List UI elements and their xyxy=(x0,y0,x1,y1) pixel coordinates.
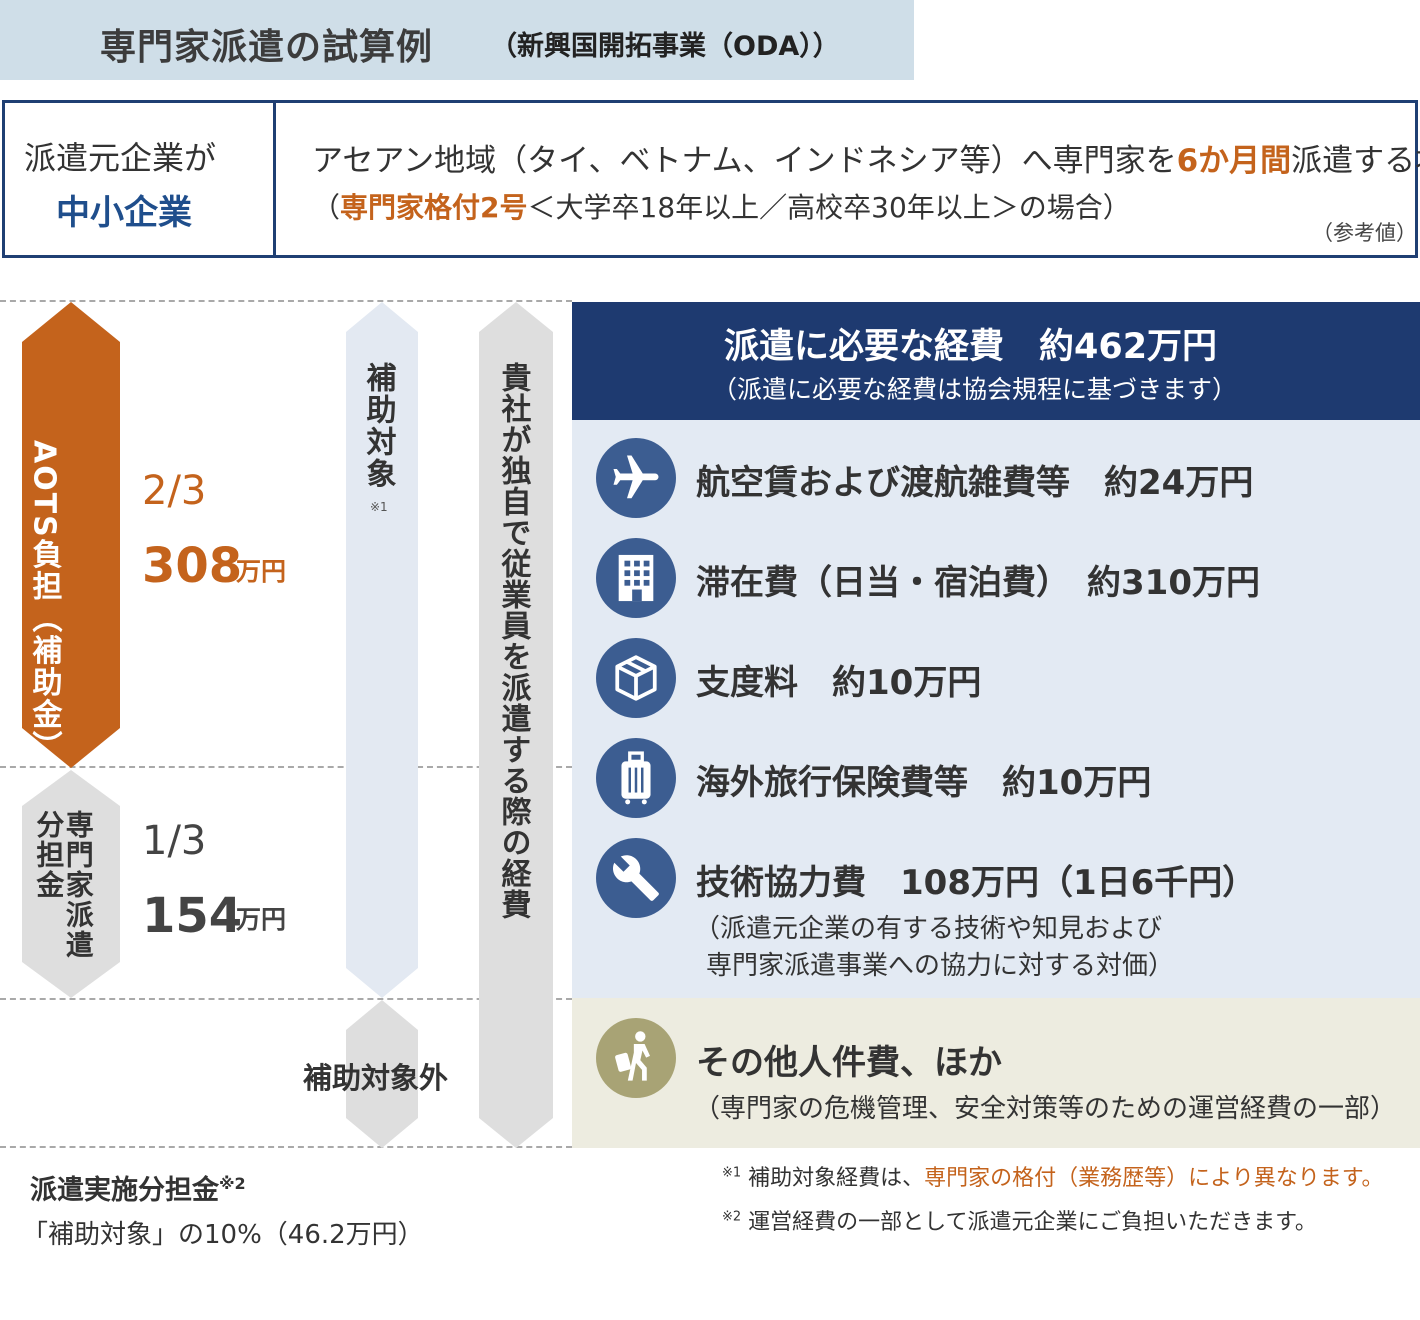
aots-amount: 308 xyxy=(142,538,243,594)
divider-bottom xyxy=(0,1146,572,1148)
dispatcher-type: 中小企業 xyxy=(56,193,192,233)
condition-line-1: アセアン地域（タイ、ベトナム、インドネシア等）へ専門家を6か月間派遣する場合 xyxy=(312,143,1420,179)
footer-detail: 「補助対象」の10%（46.2万円） xyxy=(22,1220,424,1250)
dispatch-fraction: 1/3 xyxy=(142,818,207,864)
suitcase-icon xyxy=(596,738,676,818)
aots-unit: 万円 xyxy=(236,557,287,586)
reference-note: （参考値） xyxy=(1312,221,1417,245)
other-cost-panel xyxy=(572,998,1420,1148)
aots-fraction: 2/3 xyxy=(142,468,207,514)
other-cost-note: （専門家の危機管理、安全対策等のための運営経費の一部） xyxy=(694,1094,1397,1124)
traveler-icon xyxy=(596,1018,676,1098)
dispatch-unit: 万円 xyxy=(236,905,287,934)
dispatcher-label: 派遣元企業が xyxy=(24,139,217,177)
divider-top xyxy=(0,300,572,302)
page-title: 専門家派遣の試算例 xyxy=(100,27,434,68)
condition-line-2: （専門家格付2号＜大学卒18年以上／高校卒30年以上＞の場合） xyxy=(312,191,1131,224)
cost-header-subtitle: （派遣に必要な経費は協会規程に基づきます） xyxy=(712,375,1238,404)
other-cost-title: その他人件費、ほか xyxy=(696,1043,1002,1083)
cost-item-technical-note-1: （派遣元企業の有する技術や知見および xyxy=(694,914,1163,944)
dispatch-share-label: 専門家派遣分担金 xyxy=(32,810,95,960)
cost-item-preparation: 支度料 約10万円 xyxy=(696,663,982,703)
divider-lower xyxy=(0,998,572,1000)
company-cost-bar xyxy=(479,302,553,1148)
non-subsidy-bar xyxy=(346,1000,418,1148)
company-cost-label: 貴社が独自で従業員を派遣する際の経費 xyxy=(495,362,531,920)
aots-share-label: AOTS負担（補助金） xyxy=(26,440,62,763)
cost-item-stay: 滞在費（日当・宿泊費） 約310万円 xyxy=(696,563,1260,603)
airplane-icon xyxy=(596,438,676,518)
dispatch-amount: 154 xyxy=(142,888,243,944)
box-icon xyxy=(596,638,676,718)
subsidy-target-label: 補助対象 xyxy=(360,362,396,490)
divider-mid xyxy=(0,766,572,768)
non-subsidy-label: 補助対象外 xyxy=(303,1061,449,1095)
cost-header xyxy=(572,302,1420,420)
cost-item-insurance: 海外旅行保険費等 約10万円 xyxy=(696,763,1152,803)
cost-items-panel xyxy=(572,420,1420,998)
cost-item-technical: 技術協力費 108万円（1日6千円） xyxy=(696,863,1257,903)
subsidy-note-mark: ※1 xyxy=(370,500,388,514)
dispatch-share-bar xyxy=(22,770,120,998)
page-subtitle: （新興国開拓事業（ODA）） xyxy=(490,31,840,62)
footnote-1: ※1 補助対象経費は、専門家の格付（業務歴等）により異なります。 xyxy=(722,1165,1384,1191)
condition-divider xyxy=(273,100,276,258)
cost-header-title: 派遣に必要な経費 約462万円 xyxy=(724,327,1218,367)
subsidy-target-bar xyxy=(346,302,418,998)
aots-share-bar xyxy=(22,302,120,768)
cost-item-airfare: 航空賃および渡航雑費等 約24万円 xyxy=(696,463,1254,503)
cost-item-technical-note-2: 専門家派遣事業への協力に対する対価） xyxy=(706,951,1175,981)
wrench-icon xyxy=(596,838,676,918)
title-band xyxy=(0,0,914,80)
building-icon xyxy=(596,538,676,618)
footnote-2: ※2 運営経費の一部として派遣元企業にご負担いただきます。 xyxy=(722,1209,1317,1235)
footer-title: 派遣実施分担金※2 xyxy=(30,1174,246,1206)
condition-box xyxy=(2,100,1418,258)
